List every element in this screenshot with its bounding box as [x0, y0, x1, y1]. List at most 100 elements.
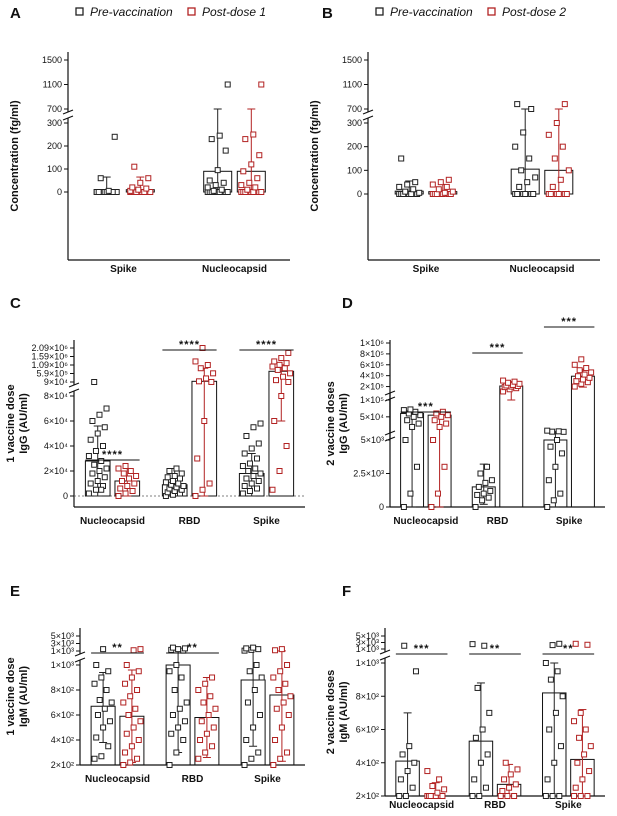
data-point: [222, 147, 229, 154]
data-point: [474, 491, 481, 498]
data-point: [516, 380, 523, 387]
data-point: [502, 759, 509, 766]
y-tick-label: 1×10³: [51, 646, 74, 656]
data-point: [206, 177, 213, 184]
data-point: [576, 734, 583, 741]
y-tick-label: 2.5×10³: [353, 469, 384, 479]
y-tick-label: 4×10⁵: [360, 371, 384, 381]
data-point: [274, 366, 281, 373]
legend-label: Post-dose 2: [502, 5, 566, 19]
data-point: [554, 668, 561, 675]
data-point: [276, 361, 283, 368]
axis-break-mark: [384, 430, 396, 436]
axis-break-mark: [74, 651, 86, 657]
axis-break-mark: [379, 655, 391, 661]
data-point: [248, 161, 255, 168]
data-point: [183, 699, 190, 706]
y-tick-label: 1×10⁶: [360, 338, 384, 348]
data-point: [195, 755, 202, 762]
data-point: [95, 189, 102, 195]
data-point: [401, 642, 408, 649]
data-point: [164, 474, 171, 481]
data-point: [169, 644, 176, 651]
data-point: [547, 676, 554, 683]
data-point: [576, 367, 583, 374]
data-point: [549, 428, 556, 435]
category-label: Nucleocapsid: [389, 800, 454, 811]
data-point: [204, 362, 211, 368]
data-point: [443, 183, 450, 190]
data-point: [577, 709, 584, 716]
data-point: [544, 776, 551, 783]
legend-swatch: [187, 7, 196, 16]
data-point: [434, 789, 441, 796]
y-tick-label: 2×10⁵: [360, 382, 384, 392]
data-point: [500, 377, 507, 384]
data-point: [547, 191, 554, 197]
data-point: [411, 759, 418, 766]
y-tick-label: 8×10⁵: [360, 349, 384, 359]
data-point: [127, 468, 134, 474]
data-point: [424, 768, 431, 775]
data-point: [287, 693, 294, 700]
y-tick-label: 1×10³: [356, 658, 379, 668]
data-point: [250, 644, 257, 651]
legend-label: Pre-vaccination: [90, 5, 173, 19]
data-point: [514, 101, 521, 108]
data-point: [269, 486, 276, 493]
data-point: [428, 504, 435, 510]
data-point: [402, 188, 409, 195]
data-point: [92, 448, 99, 454]
data-point: [254, 175, 261, 182]
data-point: [482, 479, 489, 486]
data-point: [283, 443, 290, 449]
data-point: [246, 668, 253, 675]
data-point: [430, 437, 437, 443]
data-point: [111, 133, 118, 140]
category-label: RBD: [182, 774, 204, 785]
data-point: [91, 680, 98, 687]
y-tick-label: 4×10⁴: [44, 441, 68, 451]
data-point: [484, 463, 491, 470]
data-point: [406, 743, 413, 750]
data-point: [94, 712, 101, 718]
data-point: [256, 712, 263, 718]
y-tick-label: 1500: [342, 55, 362, 65]
data-point: [584, 641, 591, 648]
y-tick-label: 1100: [343, 80, 362, 90]
data-point: [166, 468, 173, 474]
data-point: [210, 370, 217, 377]
data-point: [557, 176, 564, 183]
panel-e: E2×10²4×10²6×10²8×10²1×10³1×10³3×10³5×10…: [5, 583, 305, 785]
data-point: [125, 712, 132, 718]
data-point: [427, 793, 434, 799]
data-point: [99, 443, 106, 449]
data-point: [96, 697, 103, 703]
axis-break-mark: [62, 109, 74, 115]
data-point: [554, 437, 561, 443]
data-point: [501, 776, 508, 783]
data-point: [197, 365, 204, 372]
data-point: [511, 378, 518, 385]
data-point: [278, 393, 285, 399]
y-tick-label: 200: [47, 141, 62, 151]
data-point: [522, 191, 529, 197]
y-tick-label: 9×10⁴: [44, 377, 68, 387]
data-point: [269, 363, 276, 370]
data-point: [443, 420, 450, 427]
data-point: [224, 189, 231, 195]
data-point: [250, 724, 257, 731]
data-point: [130, 647, 137, 654]
data-point: [404, 768, 411, 775]
data-point: [253, 485, 260, 492]
data-point: [283, 360, 290, 367]
axis-break-mark: [362, 109, 374, 115]
data-point: [437, 179, 444, 186]
data-point: [435, 186, 442, 193]
data-point: [584, 793, 591, 799]
data-point: [579, 376, 586, 383]
data-point: [574, 759, 581, 766]
data-point: [402, 437, 409, 443]
y-tick-label: 4×10²: [51, 735, 74, 745]
